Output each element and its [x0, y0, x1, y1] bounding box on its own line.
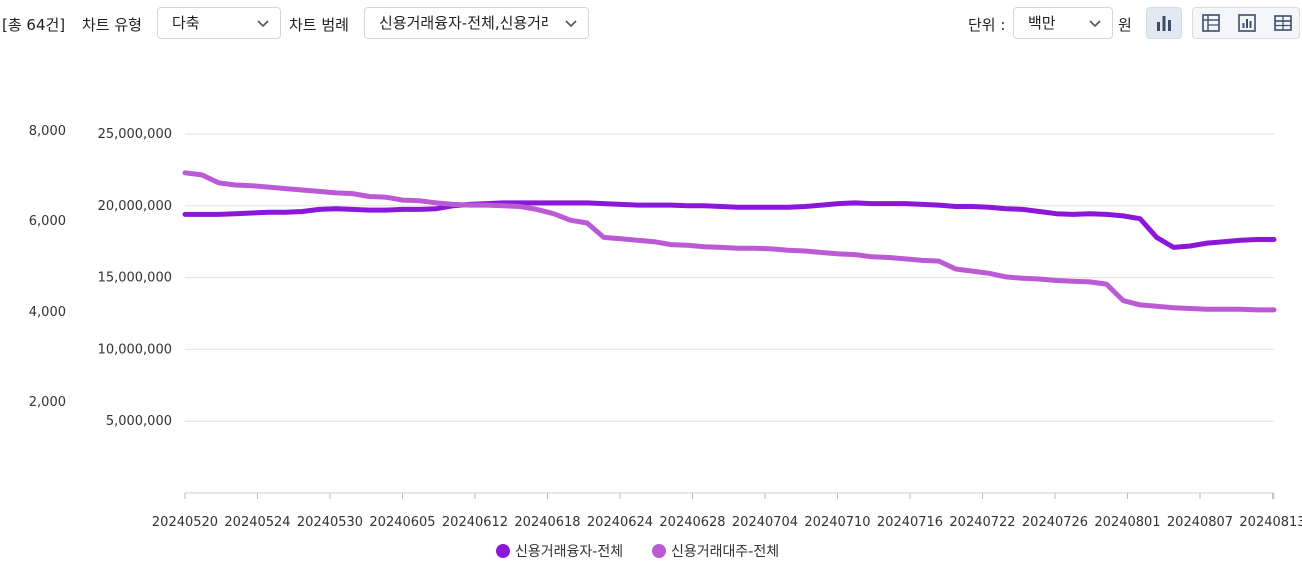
- y-axis-tick-label: 15,000,000: [98, 271, 172, 286]
- table-icon: [1274, 15, 1292, 31]
- chart-legend: 신용거래융자-전체 신용거래대주-전체: [0, 541, 1302, 561]
- secondary-axis-tick-label: 4,000: [29, 305, 66, 320]
- chevron-down-icon: [565, 20, 577, 28]
- unit-value: 백만: [1028, 14, 1056, 32]
- x-axis-tick-label: 20240722: [949, 515, 1015, 530]
- x-axis-tick-label: 20240628: [659, 515, 725, 530]
- chevron-down-icon: [257, 20, 269, 28]
- table-chart-button[interactable]: [1193, 7, 1229, 39]
- chart-legend-value: 신용거래융자-전체,신용거래대주-전체: [379, 14, 548, 32]
- toolbar: [총 64건] 차트 유형 다축 차트 범례 신용거래융자-전체,신용거래대주-…: [0, 7, 1302, 43]
- series-line-2: [182, 170, 1277, 313]
- chart-type-select[interactable]: 다축: [157, 7, 281, 39]
- chart-legend-select[interactable]: 신용거래융자-전체,신용거래대주-전체: [364, 7, 589, 39]
- x-axis-tick-label: 20240605: [369, 515, 435, 530]
- x-axis-tick-label: 20240716: [877, 515, 943, 530]
- bar-chart-button[interactable]: [1146, 7, 1182, 39]
- y-axis-tick-label: 25,000,000: [98, 127, 172, 142]
- x-axis-tick-label: 20240710: [804, 515, 870, 530]
- x-axis-tick-label: 20240624: [587, 515, 653, 530]
- total-count: [총 64건]: [2, 16, 66, 34]
- unit-suffix: 원: [1118, 16, 1132, 34]
- legend-item-series-1[interactable]: 신용거래융자-전체: [496, 541, 623, 561]
- y-axis-tick-label: 10,000,000: [98, 342, 172, 357]
- chart-icon: [1238, 14, 1256, 32]
- legend-marker-series-2: [652, 544, 666, 558]
- chevron-down-icon: [1089, 20, 1101, 28]
- series-line-1: [182, 200, 1277, 250]
- x-axis-tick-label: 20240530: [297, 515, 363, 530]
- legend-item-series-2[interactable]: 신용거래대주-전체: [652, 541, 779, 561]
- chart-type-label: 차트 유형: [82, 16, 142, 34]
- x-axis-tick-label: 20240612: [442, 515, 508, 530]
- x-axis-tick-label: 20240726: [1022, 515, 1088, 530]
- unit-label: 단위 :: [968, 16, 1006, 34]
- chart-legend-label: 차트 범례: [289, 16, 349, 34]
- x-axis-tick-label: 20240704: [732, 515, 798, 530]
- chart-view-button[interactable]: [1229, 7, 1265, 39]
- chart-type-value: 다축: [172, 14, 200, 32]
- unit-select[interactable]: 백만: [1013, 7, 1113, 39]
- y-axis-tick-label: 20,000,000: [98, 199, 172, 214]
- legend-marker-series-1: [496, 544, 510, 558]
- bar-chart-icon: [1157, 16, 1171, 31]
- x-axis-tick-label: 20240801: [1094, 515, 1160, 530]
- legend-label-series-1: 신용거래융자-전체: [515, 544, 624, 560]
- legend-label-series-2: 신용거래대주-전체: [671, 544, 780, 560]
- x-axis-tick-label: 20240813: [1239, 515, 1302, 530]
- table-chart-icon: [1202, 14, 1220, 32]
- x-axis-tick-label: 20240524: [224, 515, 290, 530]
- y-axis-tick-label: 5,000,000: [106, 414, 172, 429]
- x-axis-tick-label: 20240618: [514, 515, 580, 530]
- secondary-axis-tick-label: 8,000: [29, 124, 66, 139]
- secondary-axis-tick-label: 6,000: [29, 214, 66, 229]
- x-axis-tick-label: 20240520: [152, 515, 218, 530]
- x-axis-tick-label: 20240807: [1167, 515, 1233, 530]
- table-view-button[interactable]: [1265, 7, 1301, 39]
- secondary-axis-tick-label: 2,000: [29, 395, 66, 410]
